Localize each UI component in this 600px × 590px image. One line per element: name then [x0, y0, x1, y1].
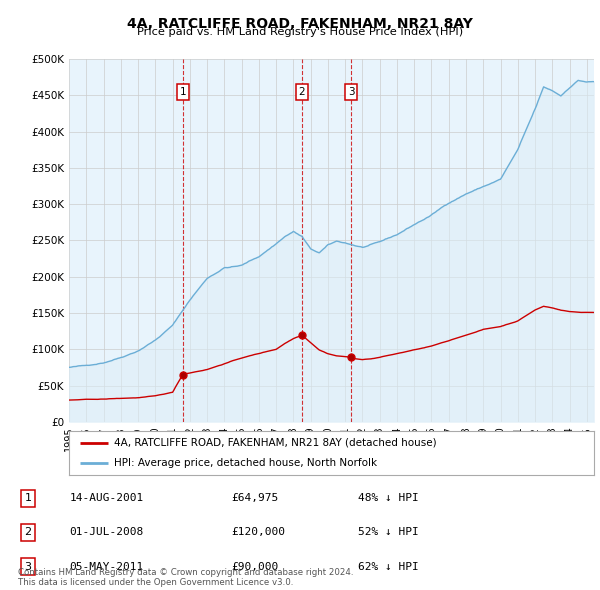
Text: 4A, RATCLIFFE ROAD, FAKENHAM, NR21 8AY: 4A, RATCLIFFE ROAD, FAKENHAM, NR21 8AY — [127, 17, 473, 31]
Text: HPI: Average price, detached house, North Norfolk: HPI: Average price, detached house, Nort… — [113, 458, 377, 468]
Text: £90,000: £90,000 — [231, 562, 278, 572]
Text: 2: 2 — [299, 87, 305, 97]
Text: 05-MAY-2011: 05-MAY-2011 — [70, 562, 144, 572]
Text: 3: 3 — [348, 87, 355, 97]
Text: 52% ↓ HPI: 52% ↓ HPI — [358, 527, 418, 537]
Text: £64,975: £64,975 — [231, 493, 278, 503]
Text: 62% ↓ HPI: 62% ↓ HPI — [358, 562, 418, 572]
Text: £120,000: £120,000 — [231, 527, 285, 537]
Text: 14-AUG-2001: 14-AUG-2001 — [70, 493, 144, 503]
Text: 1: 1 — [25, 493, 32, 503]
Text: 4A, RATCLIFFE ROAD, FAKENHAM, NR21 8AY (detached house): 4A, RATCLIFFE ROAD, FAKENHAM, NR21 8AY (… — [113, 438, 436, 448]
Text: Price paid vs. HM Land Registry's House Price Index (HPI): Price paid vs. HM Land Registry's House … — [137, 27, 463, 37]
Text: Contains HM Land Registry data © Crown copyright and database right 2024.
This d: Contains HM Land Registry data © Crown c… — [18, 568, 353, 587]
Text: 3: 3 — [25, 562, 32, 572]
Text: 01-JUL-2008: 01-JUL-2008 — [70, 527, 144, 537]
Text: 2: 2 — [25, 527, 32, 537]
Text: 1: 1 — [180, 87, 187, 97]
Text: 48% ↓ HPI: 48% ↓ HPI — [358, 493, 418, 503]
